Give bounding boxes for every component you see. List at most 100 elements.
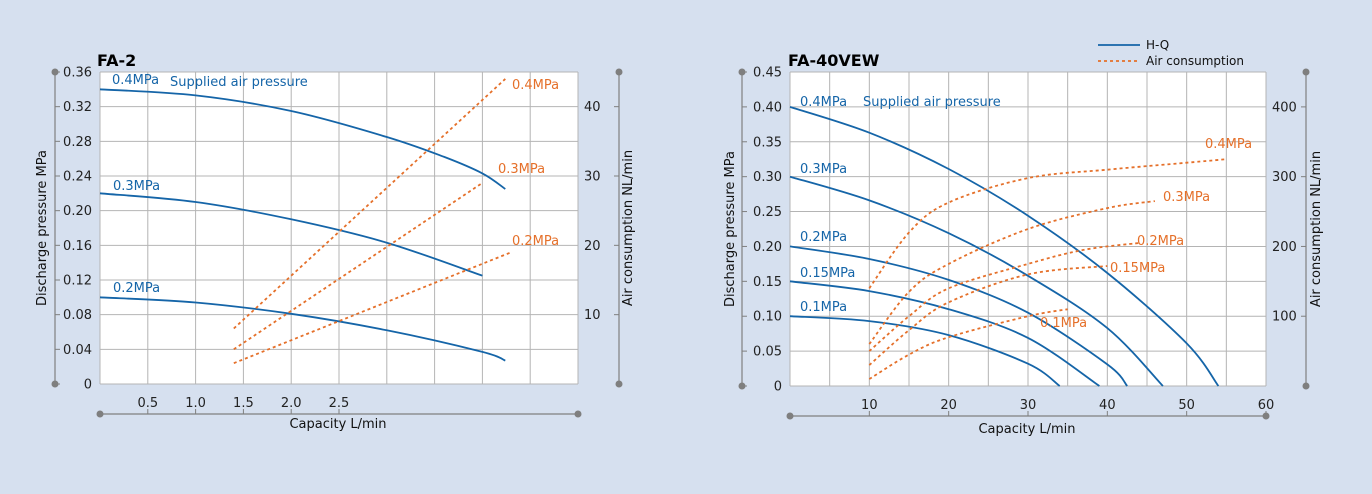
hq-curve-0.3MPa [789,175,1164,387]
air-label-0.3MPa: 0.3MPa [498,162,545,177]
hq-curve-0.2MPa [99,296,506,362]
hq-label-0.4MPa: 0.4MPa [112,73,159,88]
x-tick-label: 2.0 [281,396,302,411]
y2-axis-label: Air consumption NL/min [621,150,636,306]
air-label-0.2MPa: 0.2MPa [512,234,559,249]
hq-curve-0.4MPa [99,88,506,190]
x-tick-label: 50 [1178,398,1195,413]
air-label-0.2MPa: 0.2MPa [1137,234,1184,249]
y-tick-label: 0.24 [63,170,92,185]
y2-tick-label: 30 [584,170,601,185]
hq-label-0.2MPa: 0.2MPa [800,230,847,245]
series-group [99,78,512,365]
air-curve-0.1MPa [868,308,1068,380]
y-tick-label: 0.40 [753,100,782,115]
hq-label-0.4MPa: 0.4MPa [800,95,847,110]
y-tick-label: 0 [774,380,782,395]
x-axis-label: Capacity L/min [289,417,386,432]
chart-fa-40vew: 00.050.100.150.200.250.300.350.400.45100… [723,38,1324,437]
hq-label-0.15MPa: 0.15MPa [800,266,855,281]
air-curve-0.2MPa [868,242,1140,352]
chart-title: FA-2 [97,51,136,70]
hq-curve-0.1MPa [789,315,1061,387]
grid [99,71,579,385]
y-tick-label: 0 [84,378,92,393]
air-label-0.1MPa: 0.1MPa [1040,316,1087,331]
y2-tick-label: 400 [1272,100,1297,115]
x-tick-label: 60 [1258,398,1275,413]
air-curve-0.3MPa [233,182,483,351]
supplied-air-annotation: Supplied air pressure [863,95,1001,110]
hq-curve-0.4MPa [789,106,1220,387]
y-tick-label: 0.15 [753,275,782,290]
bottom-axis-line-end [574,410,582,418]
hq-label-0.2MPa: 0.2MPa [113,281,160,296]
axes: 00.050.100.150.200.250.300.350.400.45100… [738,66,1310,420]
y-tick-label: 0.20 [753,240,782,255]
series-group [789,106,1227,387]
y2-axis-label: Air consumption NL/min [1309,151,1324,307]
x-tick-label: 2.5 [329,396,350,411]
y-tick-label: 0.45 [753,66,782,81]
y-tick-label: 0.36 [63,66,92,81]
chart-title: FA-40VEW [788,51,880,70]
x-tick-label: 40 [1099,398,1116,413]
axes: 0 0.04 0.08 0.12 0.16 0.20 0.24 0.28 0.32 0.36 10 2… [51,66,623,418]
y-tick-label: 0.28 [63,135,92,150]
x-tick-label: 1.5 [233,396,254,411]
hq-curve-0.2MPa [789,245,1128,387]
y-axis-label: Discharge pressure MPa [723,151,738,307]
air-label-0.4MPa: 0.4MPa [512,78,559,93]
right-axis-line-end [1302,68,1310,76]
air-curve-0.4MPa [868,158,1227,289]
air-label-0.4MPa: 0.4MPa [1205,137,1252,152]
x-tick-label: 30 [1020,398,1037,413]
legend: H-Q Air consumption [1098,38,1244,68]
hq-curve-0.15MPa [789,280,1100,387]
x-tick-label: 10 [861,398,878,413]
legend-air-label: Air consumption [1146,54,1244,68]
y-axis-label: Discharge pressure MPa [35,150,50,306]
air-curve-0.3MPa [868,200,1156,345]
hq-label-0.3MPa: 0.3MPa [113,179,160,194]
x-tick-label: 20 [940,398,957,413]
air-label-0.15MPa: 0.15MPa [1110,261,1165,276]
supplied-air-annotation: Supplied air pressure [170,75,308,90]
y2-tick-label: 40 [584,100,601,115]
right-axis-line-end [615,68,623,76]
hq-label-0.3MPa: 0.3MPa [800,162,847,177]
legend-hq-label: H-Q [1146,38,1169,52]
y2-tick-label: 100 [1272,310,1297,325]
hq-label-0.1MPa: 0.1MPa [800,300,847,315]
y2-tick-label: 10 [584,308,601,323]
bottom-axis-line-end [96,410,104,418]
x-axis-label: Capacity L/min [978,422,1075,437]
x-tick-label: 0.5 [137,396,158,411]
y-tick-label: 0.35 [753,135,782,150]
y2-tick-label: 300 [1272,170,1297,185]
grid [789,71,1267,387]
y-tick-label: 0.12 [63,274,92,289]
y-tick-label: 0.08 [63,308,92,323]
air-curve-0.4MPa [233,78,506,330]
y2-tick-label: 200 [1272,240,1297,255]
y-tick-label: 0.30 [753,170,782,185]
x-tick-label: 1.0 [185,396,206,411]
y-tick-label: 0.04 [63,343,92,358]
y-tick-label: 0.05 [753,345,782,360]
hq-curve-0.3MPa [99,192,483,277]
chart-fa-2: 0 0.04 0.08 0.12 0.16 0.20 0.24 0.28 0.32 0.36 10 2… [35,51,636,432]
y-tick-label: 0.25 [753,205,782,220]
air-curve-0.2MPa [233,251,512,365]
y-tick-label: 0.10 [753,310,782,325]
right-axis-line-end [615,380,623,388]
y-tick-label: 0.16 [63,239,92,254]
labels-group: 0.4MPa 0.3MPa 0.2MPa 0.15MPa 0.1MPa 0.4MPa 0.3… [800,95,1252,331]
labels-group: 0.4MPa 0.3MPa 0.2MPa 0.4MPa 0.3MPa 0.2MPa [112,73,559,296]
bottom-axis-line-end [786,412,794,420]
y2-tick-label: 20 [584,239,601,254]
right-axis-line-end [1302,382,1310,390]
y-tick-label: 0.32 [63,100,92,115]
y-tick-label: 0.20 [63,204,92,219]
